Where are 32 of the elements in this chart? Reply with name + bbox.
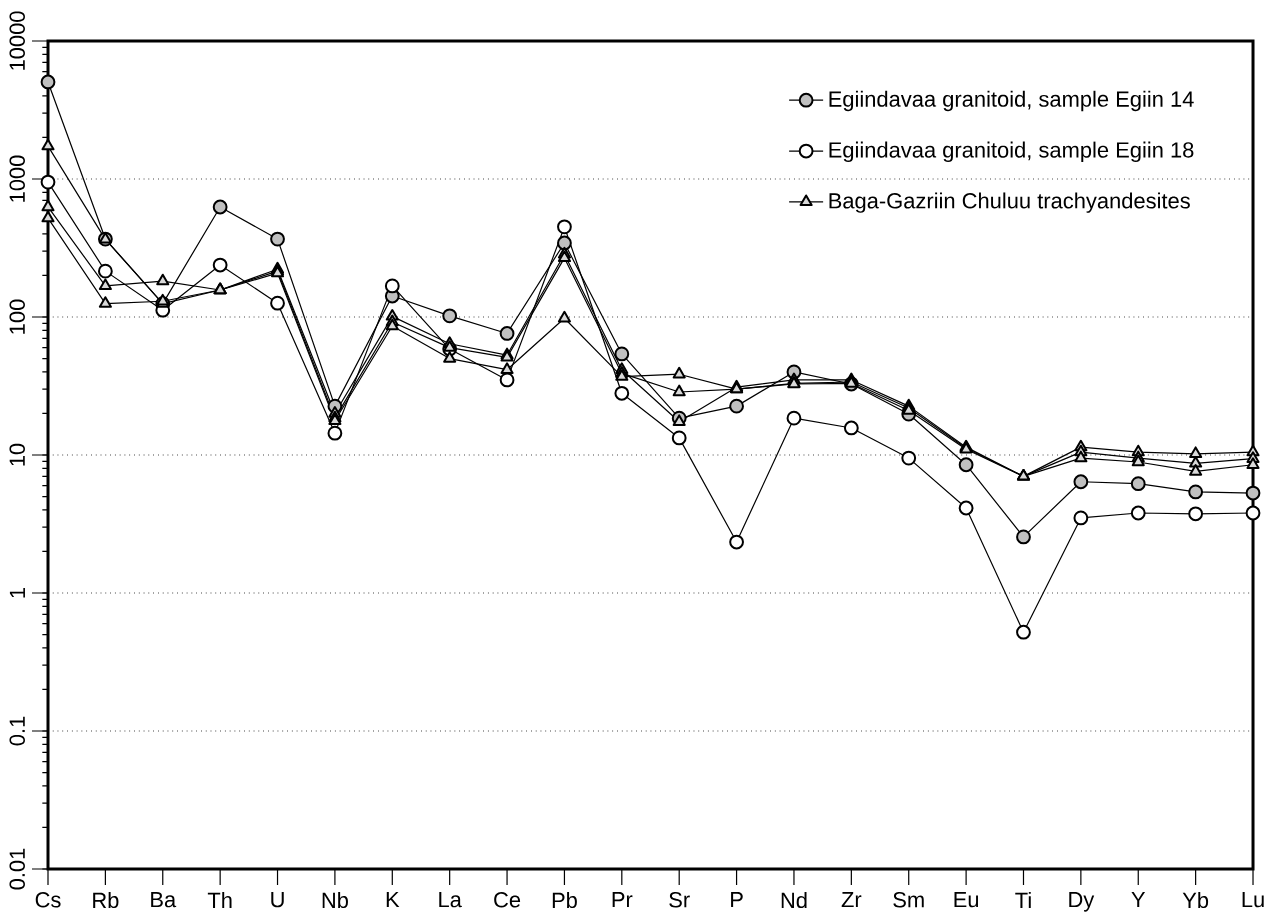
x-tick-label: Ti	[1015, 892, 1031, 908]
x-tick-label: Eu	[954, 892, 979, 908]
x-tick-label: Cs	[35, 892, 61, 908]
x-tick-label: K	[386, 892, 400, 908]
x-tick-label: Rb	[93, 892, 119, 909]
y-tick-label: 10000	[9, 11, 25, 70]
x-tick-label: Ce	[494, 892, 521, 908]
legend-label: Egiindavaa granitoid, sample Egiin 14	[829, 90, 1194, 112]
y-tick-label: 0.1	[9, 716, 25, 746]
x-tick-label: Dy	[1069, 892, 1095, 912]
x-tick-label: Yb	[1182, 892, 1209, 909]
y-tick-label: 1000	[9, 155, 25, 202]
x-tick-label: Y	[1131, 892, 1146, 908]
y-tick-label: 100	[9, 299, 25, 334]
legend-label: Egiindavaa granitoid, sample Egiin 18	[829, 141, 1194, 163]
x-tick-label: La	[439, 892, 462, 908]
x-tick-label: Ba	[151, 892, 177, 908]
y-tick-label: 10	[9, 443, 25, 466]
x-tick-label: P	[731, 892, 743, 908]
x-tick-label: Nd	[781, 892, 807, 909]
x-tick-label: Pr	[612, 892, 633, 908]
x-tick-label: Pb	[552, 892, 577, 909]
x-tick-label: Sm	[893, 892, 924, 908]
x-tick-label: Sr	[669, 892, 690, 908]
x-tick-label: Th	[207, 892, 232, 908]
y-tick-label: 0.01	[9, 848, 25, 890]
x-tick-label: Nb	[322, 892, 348, 909]
x-tick-label: Zr	[841, 892, 862, 908]
x-tick-label: Lu	[1242, 892, 1264, 908]
legend-label: Baga-Gazriin Chuluu trachyandesites	[829, 192, 1190, 213]
y-tick-label: 1	[9, 587, 25, 598]
x-tick-label: U	[271, 892, 284, 908]
